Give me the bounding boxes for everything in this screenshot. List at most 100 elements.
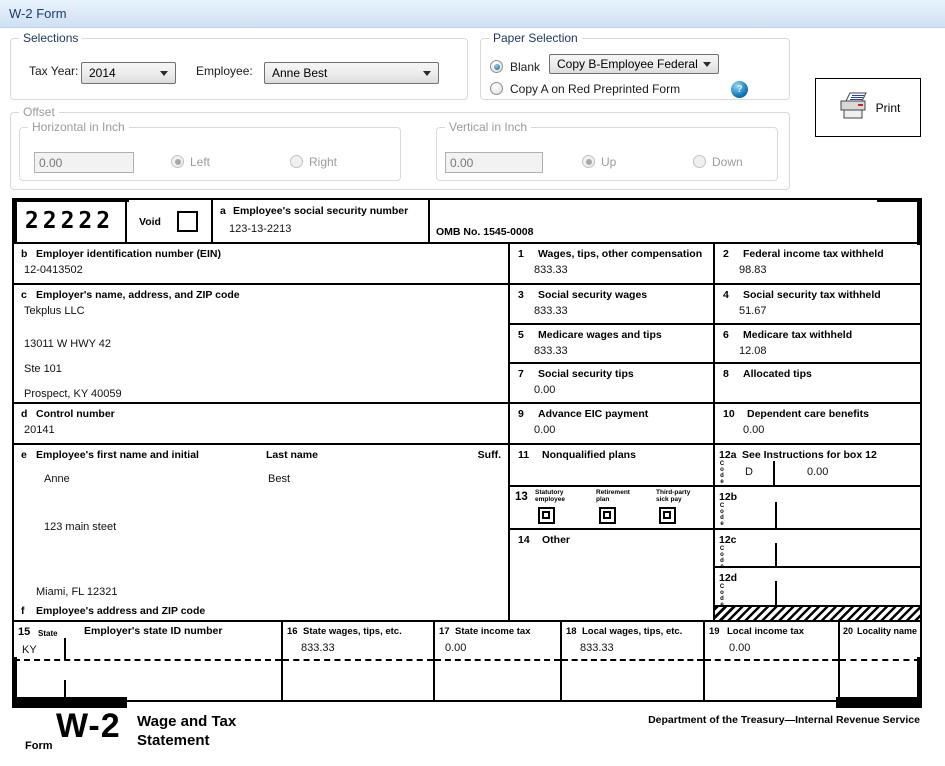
box-f-letter: f bbox=[21, 605, 25, 617]
box1-label: Wages, tips, other compensation bbox=[538, 248, 703, 260]
box12a-code-label: Code bbox=[719, 461, 725, 485]
tax-year-label: Tax Year: bbox=[29, 64, 79, 78]
box6-num: 6 bbox=[723, 329, 729, 341]
footer-form-word: Form bbox=[25, 740, 53, 752]
box-a-label: Employee's social security number bbox=[233, 205, 409, 217]
box12a-id: 12a bbox=[719, 449, 737, 461]
horizontal-offset-group: Horizontal in Inch Left Right bbox=[19, 120, 401, 181]
corner-mark-bottom-left-v bbox=[12, 657, 17, 702]
box15-value: KY bbox=[22, 644, 37, 656]
employee-dropdown[interactable]: Anne Best bbox=[264, 62, 439, 84]
copy-type-dropdown[interactable]: Copy B-Employee Federal bbox=[549, 54, 719, 74]
box11-num: 11 bbox=[518, 449, 530, 461]
vertical-offset-group: Vertical in Inch Up Down bbox=[436, 120, 778, 181]
corner-mark-bottom-right bbox=[836, 697, 922, 708]
box9-value: 0.00 bbox=[534, 424, 556, 436]
w2-box12c: 12c Code bbox=[715, 530, 920, 570]
box15-id-label: Employer's state ID number bbox=[84, 625, 223, 637]
box11-label: Nonqualified plans bbox=[542, 449, 636, 461]
w2-box18: 18 Local wages, tips, etc. 833.33 bbox=[562, 622, 705, 700]
box-e-letter: e bbox=[21, 449, 27, 461]
blank-label: Blank bbox=[510, 60, 541, 74]
box14-label: Other bbox=[542, 534, 571, 546]
up-radio bbox=[582, 155, 595, 168]
box-c-letter: c bbox=[21, 289, 27, 301]
w2-box19: 19 Local income tax 0.00 bbox=[705, 622, 840, 700]
box6-label: Medicare tax withheld bbox=[743, 329, 853, 341]
w2-box7: 7 Social security tips 0.00 bbox=[510, 364, 715, 404]
employee-first-name: Anne bbox=[44, 473, 70, 485]
footer-statement-line1: Wage and Tax bbox=[137, 713, 237, 730]
box2-num: 2 bbox=[723, 248, 729, 260]
box8-num: 8 bbox=[723, 368, 729, 380]
footer-statement: Wage and Tax Statement bbox=[137, 712, 236, 750]
box15-tick-2 bbox=[64, 680, 66, 700]
box19-value: 0.00 bbox=[729, 642, 751, 654]
w2-box15: 15 State Employer's state ID number KY bbox=[14, 622, 283, 700]
w2-hatched-area bbox=[715, 607, 920, 622]
third-party-sick-pay-label-1: Third-party bbox=[656, 489, 691, 496]
print-button[interactable]: Print bbox=[815, 78, 921, 137]
box4-num: 4 bbox=[723, 289, 729, 301]
chevron-down-icon bbox=[423, 71, 431, 76]
box7-num: 7 bbox=[518, 368, 524, 380]
up-label: Up bbox=[601, 155, 617, 169]
paper-selection-group: Paper Selection Blank Copy B-Employee Fe… bbox=[480, 31, 790, 100]
footer-department: Department of the Treasury—Internal Reve… bbox=[648, 714, 920, 726]
w2-box-c-employer: c Employer's name, address, and ZIP code… bbox=[14, 285, 510, 404]
left-label: Left bbox=[190, 155, 211, 169]
employer-city: Prospect, KY 40059 bbox=[24, 388, 122, 400]
vertical-offset-input bbox=[445, 152, 543, 173]
copy-a-label: Copy A on Red Preprinted Form bbox=[510, 82, 681, 96]
box-c-label: Employer's name, address, and ZIP code bbox=[36, 289, 240, 301]
paper-selection-legend: Paper Selection bbox=[489, 31, 582, 45]
w2-omb-box: OMB No. 1545-0008 bbox=[430, 200, 920, 244]
w2-box12a: 12a See Instructions for box 12 Code D 0… bbox=[715, 445, 920, 487]
box19-dashed-divider bbox=[705, 659, 838, 661]
box12b-divider bbox=[775, 502, 777, 530]
offset-group: Offset Horizontal in Inch Left Right Ver… bbox=[10, 105, 790, 190]
w2-box10: 10 Dependent care benefits 0.00 bbox=[715, 404, 920, 445]
corner-mark-bottom-left bbox=[12, 697, 127, 708]
w2-box3: 3 Social security wages 833.33 bbox=[510, 285, 715, 325]
blank-radio[interactable] bbox=[490, 60, 503, 73]
box12c-code-label: Code bbox=[719, 546, 725, 570]
box7-value: 0.00 bbox=[534, 384, 556, 396]
box19-label: Local income tax bbox=[727, 626, 805, 637]
w2-box11: 11 Nonqualified plans bbox=[510, 445, 715, 487]
box16-value: 833.33 bbox=[301, 642, 335, 654]
box-f-label: Employee's address and ZIP code bbox=[36, 605, 206, 617]
box20-dashed-divider bbox=[840, 659, 920, 661]
box-a-value: 123-13-2213 bbox=[229, 223, 292, 235]
box10-label: Dependent care benefits bbox=[747, 408, 869, 420]
box8-label: Allocated tips bbox=[743, 368, 812, 380]
void-checkbox bbox=[177, 211, 198, 232]
employee-value: Anne Best bbox=[272, 66, 328, 80]
copy-a-radio[interactable] bbox=[490, 82, 503, 95]
chevron-down-icon bbox=[703, 62, 711, 67]
selections-group: Selections Tax Year: 2014 Employee: Anne… bbox=[10, 31, 468, 100]
help-icon[interactable]: ? bbox=[731, 81, 748, 98]
box12b-code-label: Code bbox=[719, 503, 725, 527]
tax-year-dropdown[interactable]: 2014 bbox=[81, 62, 176, 84]
box-d-value: 20141 bbox=[24, 424, 55, 436]
employee-label: Employee: bbox=[196, 64, 253, 78]
box15-num: 15 bbox=[18, 626, 31, 638]
box15-tick-1 bbox=[64, 638, 66, 660]
window-title: W-2 Form bbox=[9, 6, 67, 21]
box18-value: 833.33 bbox=[580, 642, 614, 654]
statutory-employee-checkbox bbox=[538, 507, 555, 524]
w2-void-box: Void bbox=[127, 200, 213, 244]
window-title-bar: W-2 Form bbox=[0, 0, 945, 28]
retirement-plan-label-2: plan bbox=[596, 496, 610, 503]
box5-label: Medicare wages and tips bbox=[538, 329, 662, 341]
omb-number: OMB No. 1545-0008 bbox=[436, 226, 534, 238]
box12a-label: See Instructions for box 12 bbox=[742, 449, 877, 461]
w2-box-e-employee: e Employee's first name and initial Last… bbox=[14, 445, 510, 622]
box12d-code-label: Code bbox=[719, 584, 725, 608]
offset-legend: Offset bbox=[19, 105, 59, 119]
corner-mark-top-right bbox=[877, 198, 922, 202]
box16-dashed-divider bbox=[283, 659, 433, 661]
box20-num: 20 bbox=[843, 626, 854, 636]
box9-num: 9 bbox=[518, 408, 524, 420]
